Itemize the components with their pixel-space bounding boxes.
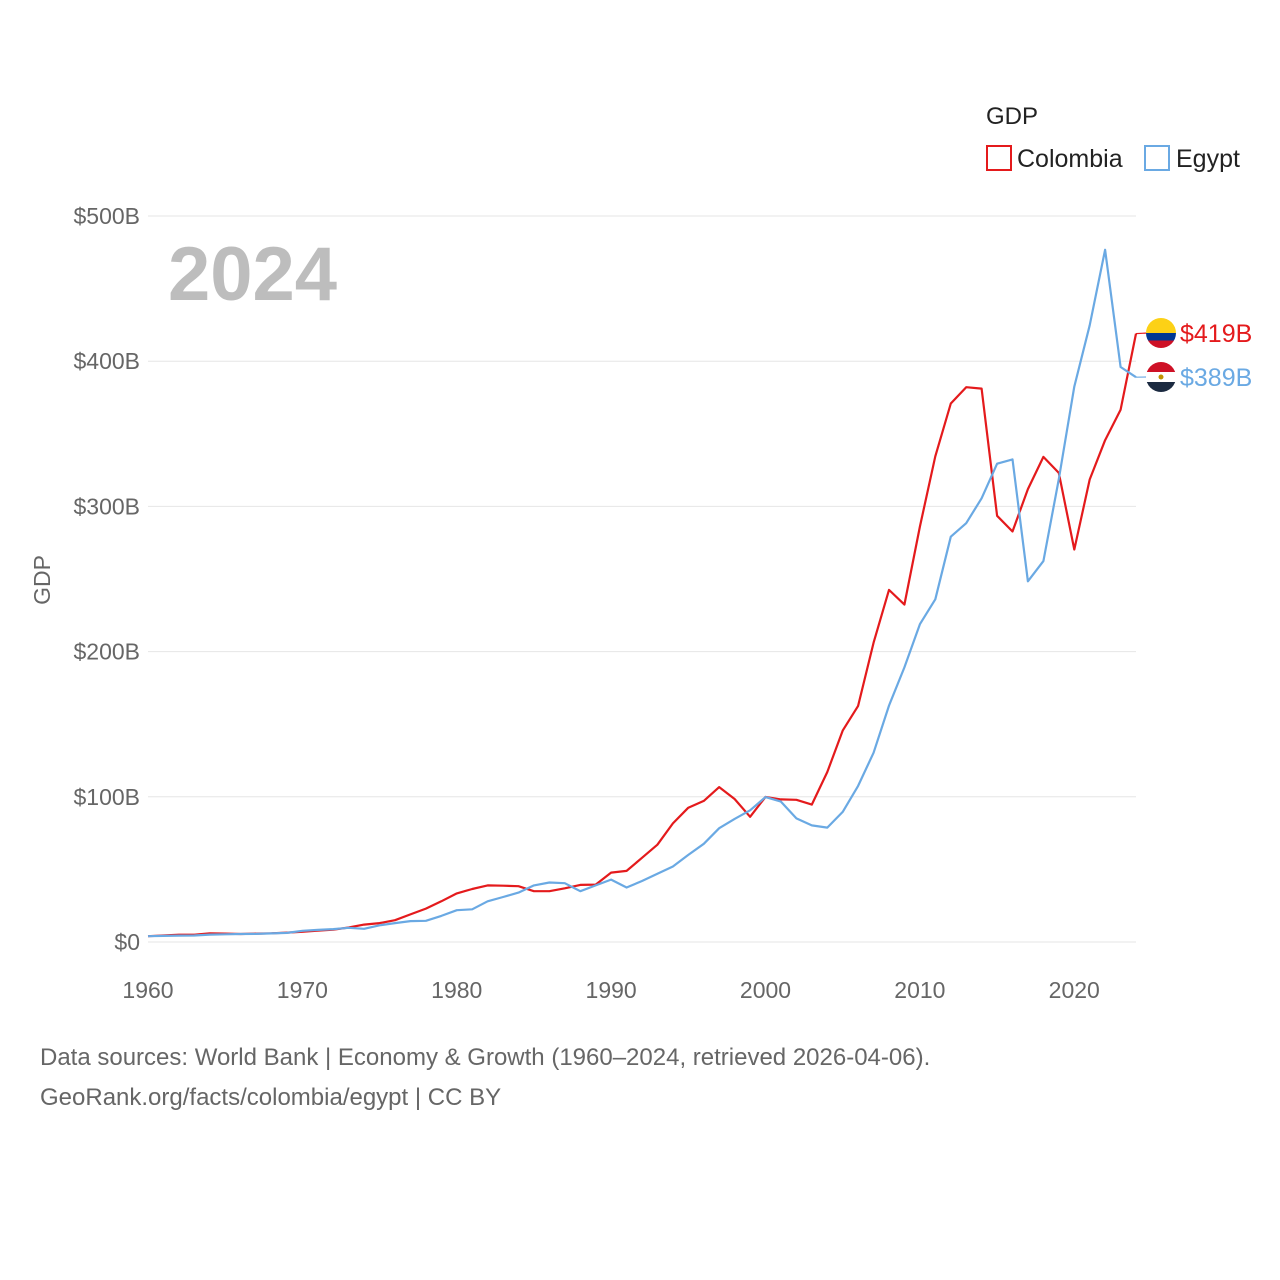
legend-label-colombia[interactable]: Colombia	[1017, 145, 1123, 173]
legend-title: GDP	[986, 103, 1038, 130]
y-tick-label: $500B	[73, 203, 140, 229]
footer-attribution: GeoRank.org/facts/colombia/egypt | CC BY	[40, 1084, 502, 1111]
x-axis: 1960 1970 1980 1990 2000 2010 2020	[122, 977, 1099, 1003]
y-tick-label: $200B	[73, 639, 140, 665]
legend-swatch-colombia[interactable]	[986, 145, 1012, 171]
y-axis: $0 $100B $200B $300B $400B $500B	[73, 203, 140, 955]
x-tick-label: 1980	[431, 977, 482, 1003]
year-label: 2024	[168, 232, 337, 317]
x-tick-label: 1970	[277, 977, 328, 1003]
footer-sources: Data sources: World Bank | Economy & Gro…	[40, 1044, 931, 1071]
y-tick-label: $300B	[73, 493, 140, 519]
y-tick-label: $400B	[73, 348, 140, 374]
x-tick-label: 2010	[894, 977, 945, 1003]
x-tick-label: 1960	[122, 977, 173, 1003]
grid-lines	[148, 215, 1136, 943]
y-tick-label: $100B	[73, 784, 140, 810]
end-label-egypt: $389B	[1180, 364, 1252, 392]
legend-swatch-egypt[interactable]	[1144, 145, 1170, 171]
series-lines	[147, 248, 1138, 938]
y-axis-label: GDP	[29, 555, 55, 605]
end-markers: $419B $389B	[1135, 318, 1252, 392]
x-tick-label: 1990	[586, 977, 637, 1003]
y-tick-label: $0	[114, 929, 140, 955]
x-tick-label: 2020	[1049, 977, 1100, 1003]
series-line-colombia[interactable]	[147, 333, 1138, 938]
x-tick-label: 2000	[740, 977, 791, 1003]
legend-label-egypt[interactable]: Egypt	[1176, 145, 1240, 173]
legend: GDP Colombia Egypt	[986, 103, 1240, 173]
series-line-egypt[interactable]	[147, 248, 1137, 938]
flag-egypt-icon	[1146, 362, 1176, 392]
end-label-colombia: $419B	[1180, 320, 1252, 348]
flag-colombia-icon	[1146, 318, 1176, 348]
end-connector-colombia	[1135, 332, 1149, 335]
